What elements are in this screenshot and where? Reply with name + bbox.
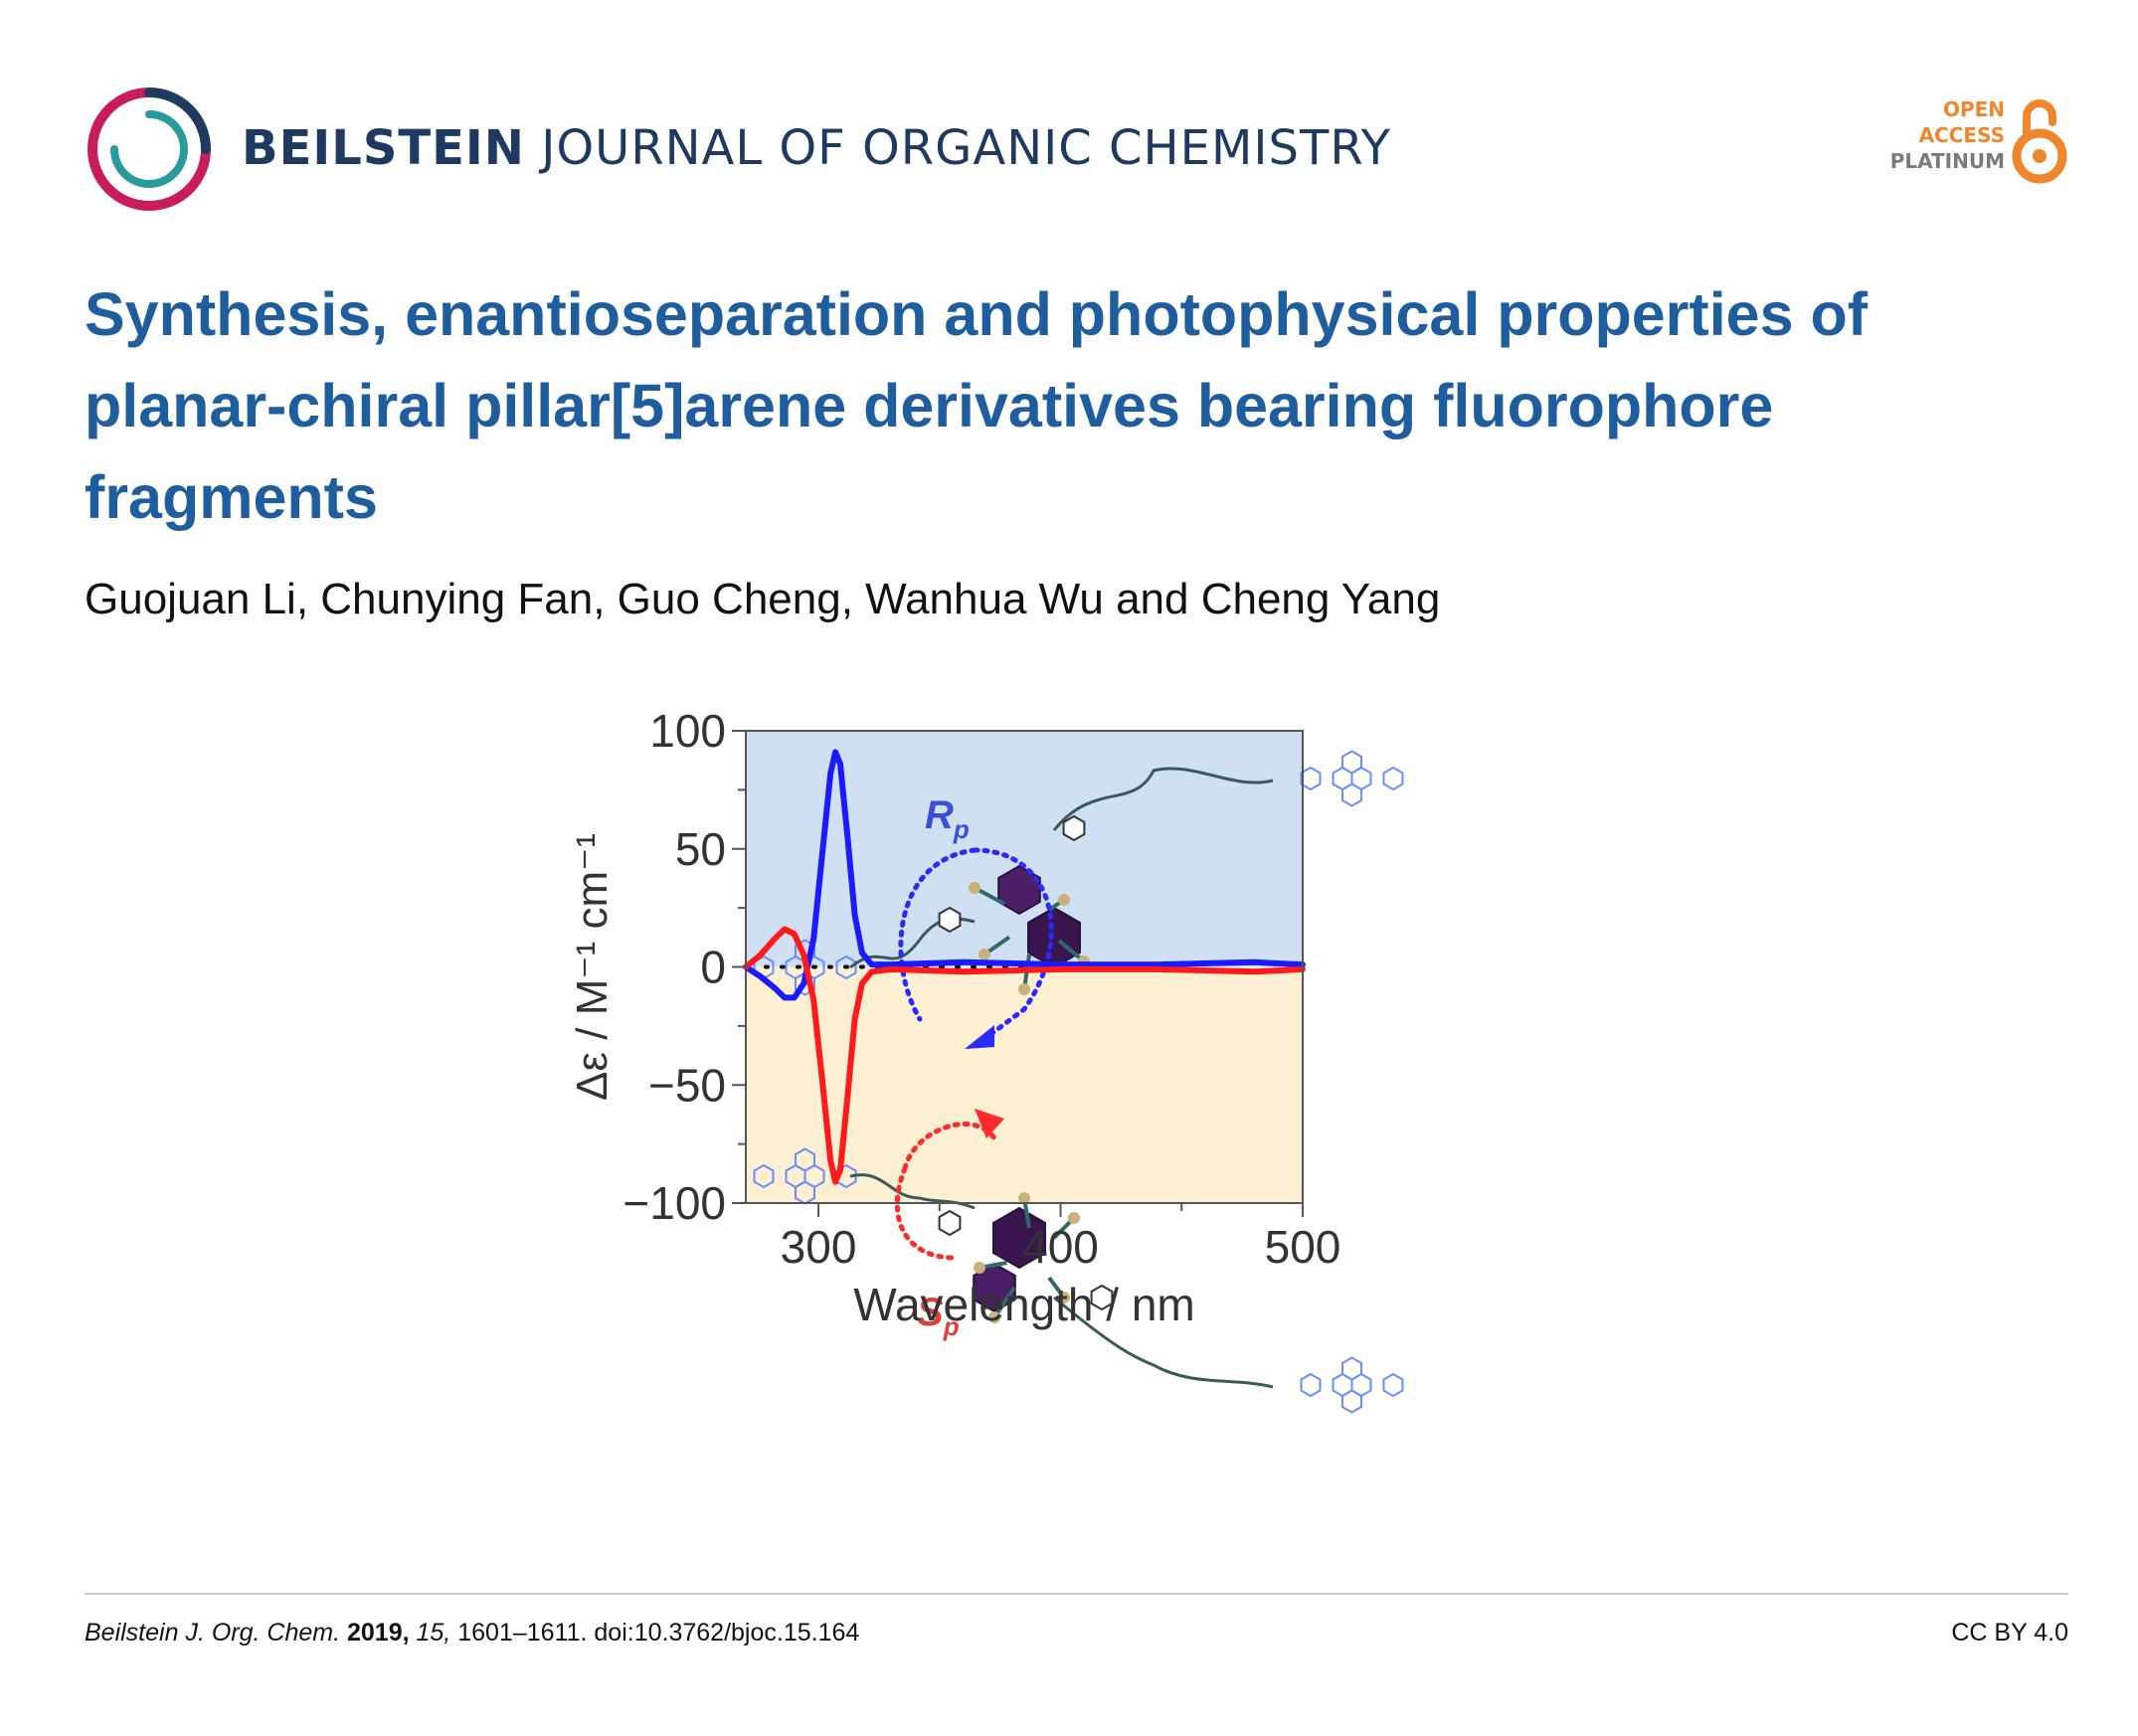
open-access-lock-icon: [2012, 99, 2067, 184]
oa-line-2: ACCESS: [1918, 123, 2005, 147]
y-axis-label: Δε / M⁻¹ cm⁻¹: [568, 833, 617, 1101]
series-line-rp: [743, 749, 1306, 1001]
beilstein-logo-icon: [88, 87, 211, 211]
y-tick-label: 100: [649, 705, 726, 757]
article-title: Synthesis, enantioseparation and photoph…: [85, 280, 1869, 531]
annotation-sp: Sp: [917, 1291, 960, 1341]
citation-journal: Beilstein J. Org. Chem.: [85, 1619, 341, 1647]
x-tick-label: 400: [1022, 1221, 1099, 1273]
oa-line-1: OPEN: [1942, 97, 2005, 121]
citation-volume: 15,: [416, 1619, 451, 1647]
x-axis-label: Wavelength / nm: [853, 1279, 1194, 1330]
y-tick-label: −100: [623, 1177, 726, 1229]
y-tick-label: −50: [648, 1059, 726, 1111]
x-tick-label: 500: [1265, 1221, 1341, 1273]
graphical-abstract-figure: 100 50 0 −50 −100 300 400 500 Rp Sp Wavelength …: [557, 701, 1611, 1546]
footer-divider: [85, 1593, 2068, 1595]
annotation-rp: Rp: [925, 793, 970, 844]
citation-year: 2019,: [346, 1619, 410, 1647]
y-tick-label: 50: [675, 823, 726, 875]
article-authors: Guojuan Li, Chunying Fan, Guo Cheng, Wan…: [85, 575, 1441, 623]
journal-name: BEILSTEIN JOURNAL OF ORGANIC CHEMISTRY: [242, 120, 1391, 176]
y-tick-label: 0: [700, 942, 726, 993]
oa-line-3: PLATINUM: [1889, 149, 2005, 173]
journal-header: BEILSTEIN JOURNAL OF ORGANIC CHEMISTRY O…: [85, 85, 2068, 214]
license-label: CC BY 4.0: [1951, 1619, 2068, 1647]
series-line-sp: [743, 926, 1306, 1185]
citation: Beilstein J. Org. Chem. 2019, 15, 1601–1…: [85, 1619, 859, 1648]
open-access-badge: OPEN ACCESS PLATINUM: [1870, 94, 2068, 194]
citation-pages-doi: 1601–1611. doi:10.3762/bjoc.15.164: [457, 1619, 860, 1647]
x-tick-label: 300: [781, 1221, 857, 1273]
